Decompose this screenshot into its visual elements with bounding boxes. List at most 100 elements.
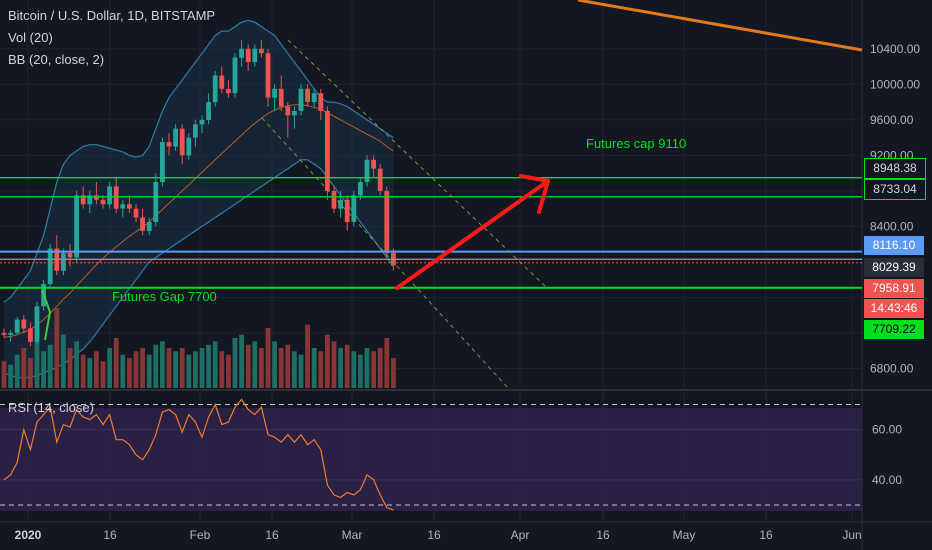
candle-body	[272, 88, 277, 98]
candle-body	[47, 248, 53, 285]
candle-body	[160, 142, 165, 183]
candle-body	[226, 88, 231, 94]
time-tick-label: Mar	[342, 528, 363, 542]
candle-body	[80, 195, 86, 205]
volume-bar	[193, 351, 198, 388]
volume-bar	[28, 358, 33, 388]
candle-body	[193, 124, 198, 138]
time-tick-label: Jun	[842, 528, 861, 542]
candle-body	[325, 111, 330, 191]
volume-bar	[305, 324, 310, 388]
volume-bar	[331, 341, 337, 388]
volume-bar	[371, 351, 376, 388]
price-tick-label: 6800.00	[870, 362, 914, 376]
volume-bar	[146, 354, 152, 388]
bollinger-indicator-label[interactable]: BB (20, close, 2)	[8, 52, 105, 67]
rsi-band-fill	[0, 408, 862, 511]
volume-bar	[344, 344, 350, 388]
rsi-path	[3, 398, 394, 511]
volume-bar	[74, 341, 79, 388]
candle-body	[252, 48, 258, 63]
horizontal-levels[interactable]	[0, 177, 862, 289]
candle-body	[199, 119, 205, 125]
drawings[interactable]	[41, 0, 863, 389]
candle-body	[113, 186, 119, 209]
candle-body	[344, 199, 350, 222]
volume-bar	[226, 354, 231, 388]
rsi-indicator-label[interactable]: RSI (14, close)	[8, 400, 94, 415]
candle-body	[166, 142, 172, 147]
price-badge-8733: 8733.04	[864, 179, 926, 200]
candle-body	[173, 128, 178, 147]
volume-bar	[351, 351, 357, 388]
volume-bar	[100, 361, 106, 388]
candle-body	[384, 190, 390, 254]
candle-body	[377, 168, 383, 191]
price-tick-label: 8400.00	[870, 219, 914, 233]
candle-body	[87, 195, 93, 205]
candle-body	[364, 159, 370, 182]
time-axis: 2020 16 Feb 16 Mar 16 Apr 16 May 16 Jun	[15, 528, 862, 542]
volume-bar	[80, 354, 86, 388]
volume-bar	[67, 348, 73, 388]
candle-body	[371, 159, 376, 169]
candle-body	[358, 182, 363, 196]
orange-trendline	[577, 0, 863, 52]
volume-bar	[391, 358, 396, 388]
volume-bar	[133, 351, 139, 388]
volume-bar	[140, 348, 145, 388]
candle-body	[1, 333, 7, 335]
volume-bar	[120, 354, 126, 388]
volume-bar	[8, 364, 13, 388]
volume-bar	[265, 328, 271, 388]
volume-bar	[259, 348, 264, 388]
chart-title[interactable]: Bitcoin / U.S. Dollar, 1D, BITSTAMP	[8, 8, 216, 23]
price-tick-label: 10400.00	[870, 42, 920, 56]
volume-bar	[21, 348, 27, 388]
candle-body	[318, 93, 324, 111]
candle-body	[285, 106, 291, 116]
volume-bar	[232, 338, 238, 388]
time-tick-label: May	[673, 528, 696, 542]
red-arrow-head	[519, 174, 550, 214]
time-tick-label: 16	[596, 528, 610, 542]
candle-body	[179, 128, 185, 156]
futures-gap-label: Futures Gap 7700	[112, 289, 217, 304]
volume-bar	[384, 338, 390, 388]
time-tick-label: Apr	[511, 528, 530, 542]
rsi-tick-label: 60.00	[872, 423, 902, 437]
candle-body	[133, 208, 139, 218]
candle-body	[265, 53, 271, 98]
volume-bar	[358, 354, 363, 388]
time-tick-label: 2020	[15, 528, 42, 542]
candle-body	[245, 48, 251, 63]
countdown-badge: 14:43:46	[864, 299, 924, 318]
price-badge-8948: 8948.38	[864, 158, 926, 179]
candle-body	[74, 195, 79, 258]
time-tick-label: 16	[103, 528, 117, 542]
volume-bar	[285, 344, 291, 388]
rsi-tick-label: 40.00	[872, 473, 902, 487]
volume-bar	[1, 361, 7, 388]
candle-body	[100, 199, 106, 205]
candle-body	[338, 199, 343, 209]
descending-channel-line	[287, 39, 546, 287]
volume-bar	[252, 341, 258, 388]
volume-bar	[94, 351, 99, 388]
candle-body	[67, 253, 73, 258]
candle-body	[219, 75, 225, 89]
volume-bar	[186, 354, 192, 388]
volume-bar	[377, 348, 383, 388]
volume-bar	[272, 341, 277, 388]
volume-bar	[14, 354, 20, 388]
time-tick-label: 16	[427, 528, 441, 542]
time-tick-label: Feb	[190, 528, 211, 542]
volume-bar	[54, 308, 60, 388]
volume-bar	[212, 341, 218, 388]
volume-bar	[239, 334, 244, 388]
volume-bar	[245, 344, 251, 388]
candle-body	[239, 48, 244, 58]
candle-body	[127, 204, 132, 209]
volume-indicator-label[interactable]: Vol (20)	[8, 30, 53, 45]
